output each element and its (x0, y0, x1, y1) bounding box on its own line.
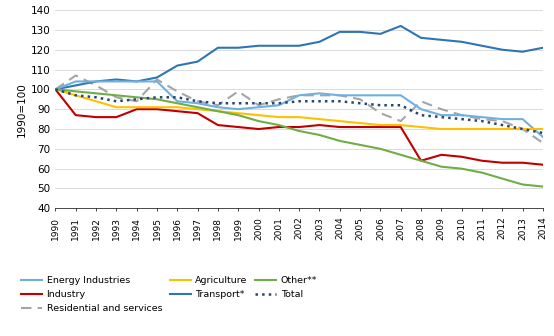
Legend: Energy Industries, Industry, Residential and services, Agriculture, Transport*, : Energy Industries, Industry, Residential… (21, 277, 317, 313)
Y-axis label: 1990=100: 1990=100 (17, 82, 27, 136)
